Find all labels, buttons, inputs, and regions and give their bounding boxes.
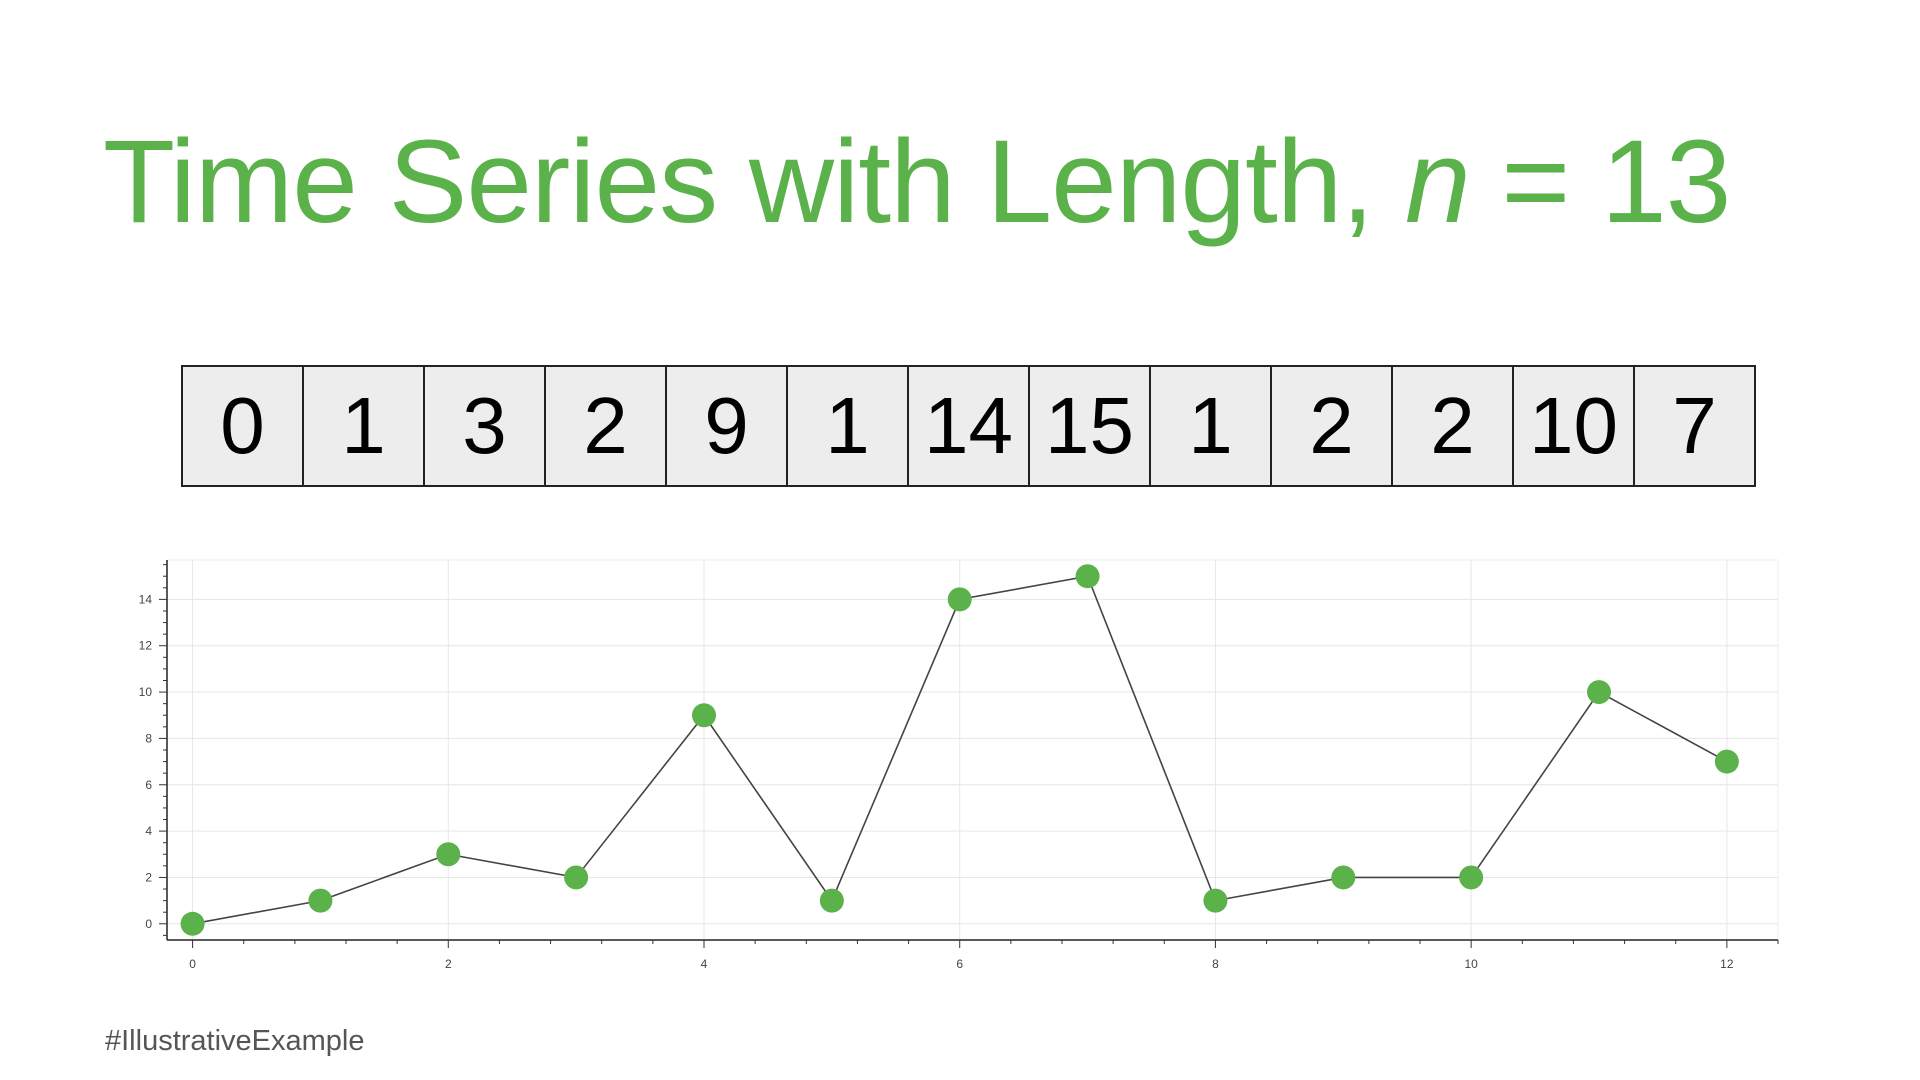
x-tick-label: 8 bbox=[1212, 957, 1219, 971]
hashtag-caption: #IllustrativeExample bbox=[105, 1025, 365, 1057]
page-title: Time Series with Length, n = 13 bbox=[103, 116, 1731, 248]
y-tick-label: 14 bbox=[139, 592, 153, 606]
y-tick-label: 0 bbox=[145, 917, 152, 931]
y-tick-label: 10 bbox=[139, 685, 153, 699]
data-point bbox=[1714, 749, 1739, 774]
data-point bbox=[1331, 865, 1356, 890]
y-tick-label: 6 bbox=[145, 778, 152, 792]
plot-frame bbox=[166, 559, 1779, 941]
y-tick-label: 12 bbox=[139, 639, 153, 653]
sequence-cell: 2 bbox=[1391, 367, 1512, 485]
sequence-cell: 2 bbox=[544, 367, 665, 485]
sequence-array: 0 1 3 2 9 1 14 15 1 2 2 10 7 bbox=[181, 365, 1756, 487]
sequence-cell: 1 bbox=[1149, 367, 1270, 485]
sequence-cell: 10 bbox=[1512, 367, 1633, 485]
data-point bbox=[180, 911, 205, 936]
data-point bbox=[819, 888, 844, 913]
sequence-cell: 1 bbox=[786, 367, 907, 485]
data-point bbox=[1075, 564, 1100, 589]
y-tick-label: 8 bbox=[145, 731, 152, 745]
sequence-cell: 15 bbox=[1028, 367, 1149, 485]
sequence-cell: 3 bbox=[423, 367, 544, 485]
x-tick-label: 2 bbox=[445, 957, 452, 971]
data-point bbox=[436, 842, 461, 867]
x-tick-label: 6 bbox=[956, 957, 963, 971]
sequence-cell: 14 bbox=[907, 367, 1028, 485]
x-tick-label: 12 bbox=[1720, 957, 1734, 971]
sequence-cell: 7 bbox=[1633, 367, 1754, 485]
title-variable: n bbox=[1404, 116, 1471, 248]
data-point bbox=[564, 865, 589, 890]
y-tick-label: 4 bbox=[145, 824, 152, 838]
data-point bbox=[1203, 888, 1228, 913]
sequence-cell: 2 bbox=[1270, 367, 1391, 485]
data-point bbox=[1459, 865, 1484, 890]
title-text: Time Series with Length, bbox=[103, 116, 1405, 248]
sequence-cell: 1 bbox=[302, 367, 423, 485]
x-tick-label: 4 bbox=[701, 957, 708, 971]
x-tick-label: 0 bbox=[189, 957, 196, 971]
sequence-cell: 9 bbox=[665, 367, 786, 485]
data-point bbox=[1587, 680, 1611, 705]
x-tick-label: 10 bbox=[1464, 957, 1478, 971]
data-point bbox=[308, 888, 333, 913]
title-value: = 13 bbox=[1469, 116, 1731, 248]
sequence-cell: 0 bbox=[220, 381, 265, 470]
y-tick-label: 2 bbox=[145, 870, 152, 884]
data-point bbox=[947, 587, 972, 612]
data-point bbox=[692, 703, 716, 728]
